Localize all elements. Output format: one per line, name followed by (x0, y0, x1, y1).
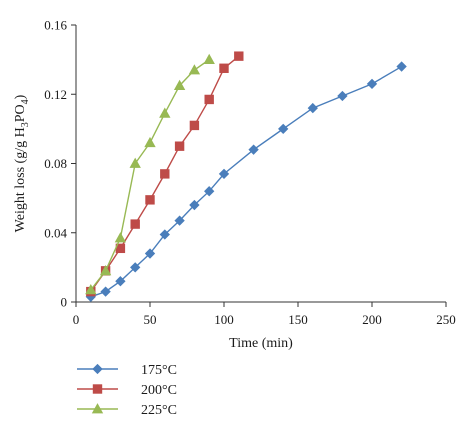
data-point (173, 79, 186, 90)
y-axis-title-part: ) (13, 94, 28, 99)
y-axis-title-part: Weight loss (g/g H (13, 127, 28, 232)
data-point (174, 141, 185, 151)
plot-area: 0 50 100 150 200 250 0 0.04 0.08 0.12 0.16 (44, 18, 456, 328)
data-point (189, 120, 200, 131)
data-point (129, 157, 141, 168)
data-point (130, 262, 141, 273)
x-tick-label: 200 (362, 312, 382, 327)
legend-marker (91, 403, 104, 414)
y-ticks: 0 0.04 0.08 0.12 0.16 (44, 18, 76, 310)
data-point (130, 219, 140, 229)
data-point (160, 169, 170, 179)
data-point (188, 64, 201, 75)
data-point (278, 123, 289, 135)
legend-entry: 175°C (77, 363, 177, 378)
x-tick-label: 150 (288, 312, 308, 327)
data-point (204, 94, 214, 105)
x-tick-label: 250 (436, 312, 456, 327)
legend-entry: 200°C (77, 383, 177, 398)
series-2 (85, 53, 215, 295)
data-point (159, 229, 170, 240)
data-point (366, 78, 378, 90)
legend-marker (92, 363, 103, 375)
data-point (99, 265, 112, 276)
x-axis-title: Time (min) (229, 336, 293, 351)
y-axis-title-subscript: 4 (20, 99, 31, 104)
data-point (203, 53, 215, 65)
y-tick-label: 0 (61, 295, 68, 310)
data-point (234, 51, 244, 61)
legend-label: 225°C (141, 403, 177, 418)
legend-label: 175°C (141, 363, 177, 378)
data-point (159, 107, 171, 118)
y-axis-title-subscript: 3 (20, 122, 31, 127)
data-point (115, 276, 126, 287)
x-tick-label: 100 (214, 312, 234, 327)
data-point (145, 195, 155, 205)
legend-marker (92, 384, 103, 394)
data-point (218, 168, 230, 180)
data-point (248, 144, 259, 155)
y-tick-label: 0.12 (44, 87, 67, 102)
data-point (219, 63, 229, 73)
data-point (307, 102, 318, 114)
x-ticks: 0 50 100 150 200 250 (73, 302, 456, 327)
y-tick-label: 0.16 (44, 18, 67, 33)
legend-label: 200°C (141, 383, 177, 398)
data-point (144, 248, 156, 259)
series-layer (85, 51, 407, 302)
data-point (204, 186, 215, 197)
y-axis-title: Weight loss (g/g H3PO4) (13, 94, 31, 232)
data-point (100, 286, 111, 297)
legend: 175°C 200°C 225°C (77, 363, 177, 418)
data-point (174, 215, 185, 226)
data-point (114, 232, 127, 243)
data-point (396, 61, 407, 72)
legend-entry: 225°C (77, 403, 177, 418)
y-tick-label: 0.04 (44, 225, 67, 240)
series-0 (85, 61, 407, 302)
data-point (85, 284, 97, 295)
series-line (90, 65, 402, 298)
y-tick-label: 0.08 (44, 156, 67, 171)
x-tick-label: 50 (144, 312, 157, 327)
data-point (189, 199, 200, 211)
data-point (144, 136, 156, 148)
data-point (337, 90, 348, 102)
x-tick-label: 0 (73, 312, 80, 327)
y-axis-title-part: PO (13, 104, 28, 122)
